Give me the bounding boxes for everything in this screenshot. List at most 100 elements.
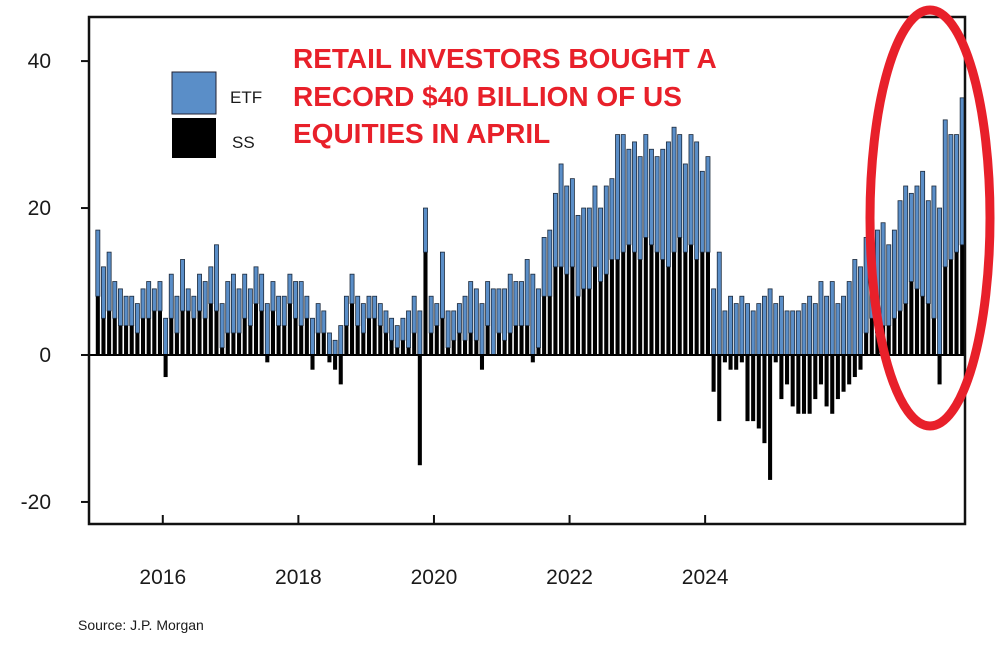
bar-etf: [858, 266, 863, 356]
bar-etf: [163, 317, 169, 356]
bar-etf: [756, 303, 762, 356]
bar-etf: [360, 303, 366, 334]
bar-ss: [355, 325, 360, 355]
bar-ss: [485, 325, 490, 355]
bar-etf: [575, 214, 581, 297]
bar-etf: [372, 295, 378, 319]
bar-ss: [129, 325, 134, 355]
bar-etf: [762, 295, 767, 356]
bar-etf: [468, 281, 474, 334]
bar-ss: [717, 355, 722, 422]
bar-ss: [163, 355, 168, 378]
bar-etf: [513, 281, 519, 327]
bar-etf: [174, 295, 180, 334]
bar-ss: [101, 318, 106, 355]
bar-ss: [864, 332, 869, 355]
bar-etf: [101, 266, 106, 319]
bar-ss: [508, 332, 513, 355]
bar-ss: [813, 355, 818, 400]
bar-etf: [338, 325, 344, 356]
bar-etf: [417, 310, 423, 356]
plot-frame: [87, 15, 967, 526]
bar-etf: [677, 134, 683, 238]
bar-ss: [824, 355, 829, 407]
bar-ss: [835, 355, 840, 400]
bar-ss: [412, 332, 417, 355]
bar-ss: [451, 340, 456, 355]
bar-etf: [886, 244, 892, 327]
bar-etf: [558, 163, 564, 268]
bar-ss: [344, 325, 349, 355]
bar-etf: [722, 310, 728, 356]
bar-etf: [439, 251, 445, 319]
bar-etf: [168, 273, 174, 319]
bar-ss: [914, 288, 920, 355]
bar-ss: [807, 355, 812, 414]
bar-ss: [745, 355, 750, 422]
bar-ss: [830, 355, 835, 414]
bar-etf: [230, 273, 236, 334]
bar-etf: [541, 237, 547, 297]
bar-etf: [247, 288, 253, 327]
bar-ss: [276, 325, 281, 355]
bar-etf: [784, 310, 790, 356]
bar-ss: [231, 332, 236, 355]
legend: ETF SS: [171, 71, 262, 158]
bar-ss: [734, 355, 739, 370]
bar-etf: [394, 325, 400, 349]
bar-etf: [778, 295, 784, 356]
legend-label-etf: ETF: [230, 88, 262, 107]
bar-ss: [287, 303, 292, 355]
bar-etf: [739, 295, 745, 356]
bar-etf: [507, 273, 513, 334]
bar-etf: [310, 317, 315, 356]
bar-ss: [530, 355, 535, 363]
bar-etf: [880, 222, 886, 327]
bar-ss: [960, 244, 965, 355]
bar-etf: [897, 200, 903, 312]
bar-ss: [700, 252, 705, 355]
bar-etf: [349, 273, 355, 304]
bar-etf: [920, 170, 926, 297]
bar-ss: [677, 237, 682, 355]
bar-etf: [157, 281, 163, 312]
bar-etf: [795, 310, 801, 356]
bar-etf: [423, 207, 428, 253]
bar-ss: [361, 332, 366, 355]
bar-etf: [242, 273, 248, 319]
bar-etf: [824, 295, 830, 356]
y-tick-label: -20: [21, 491, 51, 514]
legend-swatch-ss: [172, 118, 216, 158]
bar-ss: [417, 355, 422, 466]
bar-ss: [604, 274, 609, 355]
bar-etf: [197, 273, 202, 312]
bar-ss: [214, 310, 219, 355]
bar-ss: [440, 318, 445, 355]
bar-etf: [603, 185, 609, 275]
bar-etf: [191, 295, 197, 319]
bar-ss: [186, 310, 191, 355]
bar-ss: [95, 296, 100, 355]
bar-ss: [146, 318, 151, 355]
bar-etf: [654, 156, 660, 253]
bar-ss: [502, 340, 507, 355]
bar-series-group: [95, 97, 965, 480]
y-tick-label: 20: [28, 197, 51, 220]
bar-ss: [643, 237, 648, 355]
bar-etf: [112, 281, 118, 319]
bar-ss: [649, 244, 654, 355]
bar-etf: [632, 141, 637, 253]
bar-etf: [767, 288, 773, 356]
bar-etf: [485, 281, 491, 327]
bar-etf: [547, 229, 553, 297]
x-tick-label: 2024: [682, 566, 729, 589]
bar-etf: [694, 141, 700, 260]
bar-ss: [948, 259, 953, 355]
bar-ss: [395, 347, 400, 355]
bar-ss: [389, 340, 394, 355]
bar-ss: [892, 318, 897, 355]
bar-etf: [219, 303, 225, 349]
bar-etf: [519, 281, 524, 327]
bar-ss: [886, 325, 891, 355]
bar-etf: [564, 185, 570, 275]
